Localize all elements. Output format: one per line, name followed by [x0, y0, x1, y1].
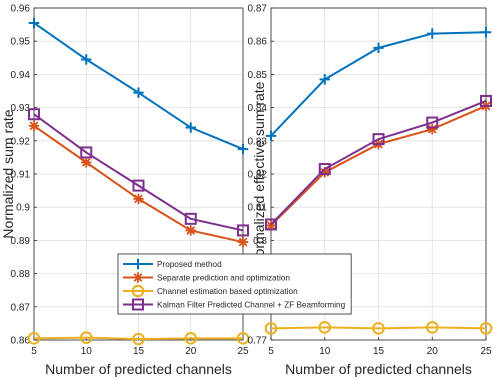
left-x-tick-label: 10 — [81, 346, 93, 357]
left-y-tick-label: 0.94 — [11, 70, 31, 81]
legend-kalman-marker — [132, 298, 144, 311]
left-series — [27, 17, 250, 346]
right-series-kalman-point — [426, 116, 439, 129]
left-y-tick-label: 0.95 — [11, 37, 31, 48]
legend-entries: Proposed method Separate prediction and o… — [123, 258, 346, 311]
right-y-tick-label: 0.8 — [253, 236, 267, 247]
right-series — [264, 27, 493, 335]
left-series-channel-estimation-point — [236, 332, 250, 345]
right-series-separate-point — [265, 220, 277, 231]
left-x-tick-label: 5 — [31, 346, 37, 357]
left-series-separate-point — [81, 157, 92, 168]
right-series-separate-point — [319, 167, 330, 178]
right-series-channel-estimation-point — [318, 321, 332, 334]
right-y-tick-label: 0.83 — [248, 136, 268, 147]
right-series-channel-estimation-point — [264, 322, 278, 335]
right-series-proposed-point — [427, 28, 438, 39]
right-series-kalman-point — [318, 163, 331, 176]
right-x-tick-label: 25 — [480, 346, 492, 357]
right-series-kalman-point — [480, 94, 492, 107]
left-series-proposed-point — [237, 143, 249, 155]
left-series-kalman-point — [132, 179, 145, 192]
left-series-proposed-point — [185, 122, 196, 133]
legend-proposed-marker — [132, 258, 144, 270]
right-series-channel-estimation-point — [372, 322, 385, 335]
right-x-ticks: 5 10 15 20 25 — [268, 337, 492, 357]
right-y-tick-label: 0.82 — [248, 170, 268, 181]
left-y-tick-label: 0.88 — [11, 269, 31, 280]
right-series-proposed-point — [319, 74, 330, 85]
legend-separate-marker — [132, 272, 144, 283]
left-x-tick-label: 15 — [133, 346, 145, 357]
right-series-kalman-line — [270, 100, 487, 226]
right-x-tick-label: 10 — [319, 346, 331, 357]
left-series-channel-estimation-point — [27, 332, 41, 345]
legend-proposed-label: Proposed method — [157, 260, 222, 269]
right-series-proposed-point — [373, 42, 384, 54]
left-y-tick-label: 0.87 — [11, 302, 31, 313]
left-x-axis-label: Number of predicted channels — [45, 361, 232, 377]
left-y-tick-label: 0.92 — [11, 136, 31, 147]
left-x-tick-label: 20 — [185, 346, 197, 357]
left-series-channel-estimation-point — [79, 331, 93, 344]
right-x-tick-label: 5 — [268, 346, 274, 357]
left-series-separate-point — [185, 225, 196, 236]
left-series-proposed-point — [133, 87, 144, 98]
right-y-tick-label: 0.85 — [248, 70, 268, 81]
left-y-tick-label: 0.89 — [11, 236, 31, 247]
legend-separate-label: Separate prediction and optimization — [157, 274, 290, 283]
legend-channel-estimation-label: Channel estimation based optimization — [157, 287, 298, 296]
left-y-tick-label: 0.9 — [16, 203, 30, 214]
right-x-tick-label: 20 — [427, 346, 439, 357]
left-y-tick-label: 0.93 — [11, 103, 31, 114]
left-series-separate-point — [28, 120, 40, 132]
right-x-tick-label: 15 — [373, 346, 385, 357]
left-series-channel-estimation-point — [184, 332, 198, 345]
right-series-kalman-point — [372, 133, 385, 146]
left-chart-panel: 5 10 15 20 25 0.86 0.87 0.88 0.89 0.9 0.91 0.92 0.9… — [0, 4, 250, 377]
left-series-kalman-point — [28, 108, 40, 121]
right-x-axis-label: Number of predicted channels — [285, 361, 472, 377]
right-y-tick-label: 0.86 — [248, 37, 268, 48]
left-y-tick-label: 0.91 — [11, 170, 31, 181]
left-y-ticks: 0.86 0.87 0.88 0.89 0.9 0.91 0.92 0.93 0.94 0.95 0… — [11, 4, 37, 347]
left-series-kalman-point — [80, 146, 93, 159]
left-series-channel-estimation-line — [33, 336, 243, 341]
left-series-kalman-point — [184, 212, 197, 225]
legend-kalman-label: Kalman Filter Predicted Channel + ZF Bea… — [157, 301, 346, 310]
left-series-proposed-point — [81, 54, 92, 65]
right-series-channel-estimation-point — [425, 321, 439, 334]
right-series-channel-estimation-point — [479, 322, 493, 335]
left-series-separate-point — [237, 236, 249, 248]
left-y-tick-label: 0.96 — [11, 4, 31, 15]
left-series-kalman-point — [237, 224, 249, 237]
left-series-separate-point — [133, 193, 144, 205]
right-series-channel-estimation-line — [270, 326, 487, 330]
right-series-separate-point — [427, 123, 438, 135]
right-y-axis-label: Normalized effective sum rate — [251, 81, 267, 266]
right-y-tick-label: 0.84 — [248, 103, 268, 114]
right-series-kalman-point — [265, 218, 277, 231]
left-x-tick-label: 25 — [237, 346, 249, 357]
left-series-kalman-line — [33, 113, 244, 232]
left-y-axis-label: Normalized sum rate — [0, 109, 16, 238]
right-y-tick-label: 0.87 — [248, 4, 268, 15]
left-y-tick-label: 0.86 — [11, 336, 31, 347]
right-y-tick-label: 0.77 — [248, 336, 268, 347]
left-series-proposed-point — [28, 17, 40, 29]
legend-box — [117, 253, 352, 315]
right-series-proposed-point — [480, 27, 492, 38]
right-series-proposed-point — [265, 130, 277, 142]
legend-channel-estimation-marker — [131, 284, 145, 298]
legend: Proposed method Separate prediction and o… — [117, 253, 352, 315]
right-y-tick-label: 0.81 — [248, 203, 268, 214]
left-series-channel-estimation-point — [132, 332, 145, 346]
